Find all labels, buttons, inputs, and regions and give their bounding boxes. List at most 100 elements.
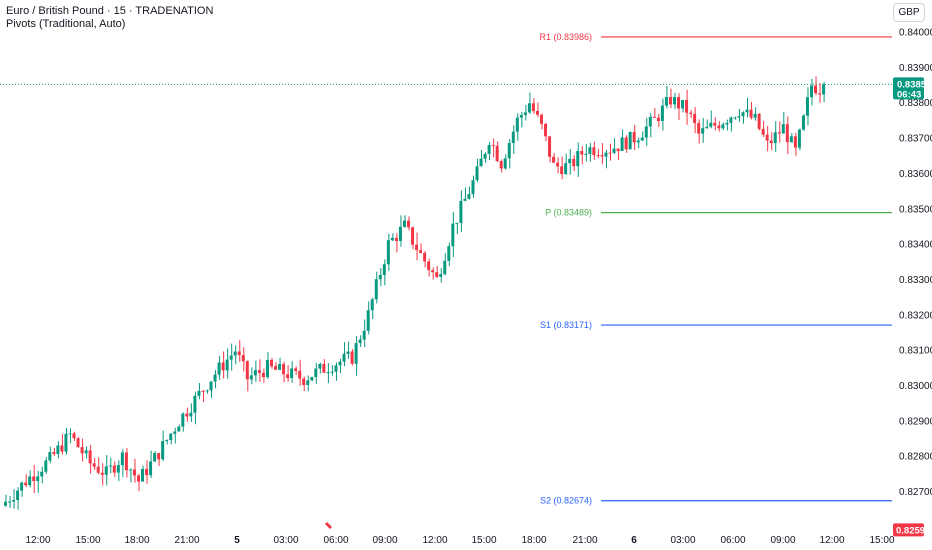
y-tick-label: 0.82700 [899, 487, 932, 498]
candle [419, 243, 423, 254]
candle [487, 141, 491, 161]
candle [282, 361, 286, 383]
candle [616, 148, 620, 161]
candle [777, 121, 781, 143]
candle [407, 216, 410, 231]
candle [677, 93, 681, 120]
indicator-legend[interactable]: Pivots (Traditional, Auto) [6, 18, 126, 30]
pivot-label-s1: S1 (0.83171) [540, 320, 592, 330]
candle [681, 99, 685, 113]
y-tick-label: 0.83700 [899, 134, 932, 145]
candle [306, 375, 310, 392]
candle [769, 132, 773, 151]
candle [793, 132, 797, 156]
low-price-value: 0.82593 [896, 525, 930, 536]
time-marker-icon [325, 522, 332, 529]
candle [32, 464, 36, 494]
candle [789, 132, 793, 143]
candle [535, 102, 539, 118]
candle [785, 116, 789, 155]
candle [713, 117, 717, 131]
candle [544, 122, 548, 142]
candle [620, 129, 624, 152]
candle [72, 431, 76, 441]
candle [4, 494, 7, 508]
candle [435, 266, 439, 279]
countdown-value: 06:43 [897, 89, 921, 100]
candle [668, 88, 672, 108]
candle [48, 446, 52, 464]
candle [572, 155, 576, 172]
candle [249, 367, 253, 385]
candle [153, 450, 157, 462]
candle [181, 412, 185, 432]
x-tick-label: 09:00 [372, 535, 397, 546]
candle [28, 470, 32, 488]
candle [322, 359, 326, 374]
x-tick-label: 03:00 [273, 535, 298, 546]
candle [326, 363, 330, 384]
candle [145, 460, 149, 484]
candle [600, 143, 604, 165]
candle [423, 250, 427, 268]
candle [818, 83, 822, 103]
candle [225, 348, 229, 379]
x-tick-label: 21:00 [572, 535, 597, 546]
currency-button[interactable]: GBP [893, 3, 925, 22]
candle [136, 473, 140, 492]
candle [245, 360, 249, 392]
candle [539, 113, 543, 130]
candle [56, 441, 60, 459]
candle [294, 366, 298, 376]
candle [471, 175, 475, 198]
candle [36, 470, 40, 493]
y-tick-label: 0.82900 [899, 416, 932, 427]
x-tick-label: 12:00 [819, 535, 844, 546]
candle [261, 368, 265, 383]
candle [382, 259, 386, 286]
x-tick-label: 03:00 [670, 535, 695, 546]
candle [499, 159, 503, 173]
x-tick-label: 12:00 [25, 535, 50, 546]
candle [612, 138, 616, 154]
candle [568, 149, 572, 175]
candle [221, 351, 225, 379]
candle [169, 432, 173, 445]
x-tick-label: 5 [234, 535, 240, 546]
candle [628, 131, 632, 150]
candle [124, 447, 128, 478]
candle [257, 359, 261, 382]
candle [64, 428, 68, 455]
x-tick-label: 6 [631, 535, 637, 546]
candle [729, 116, 733, 132]
candle [120, 449, 124, 477]
candle [814, 76, 818, 96]
candle [644, 117, 648, 147]
candle [265, 351, 269, 379]
candle [805, 87, 809, 126]
candle [652, 108, 656, 118]
candle [233, 345, 237, 365]
x-tick-label: 15:00 [75, 535, 100, 546]
candle [483, 152, 487, 163]
candle [165, 439, 169, 445]
pivot-label-p: P (0.83489) [545, 208, 592, 218]
pivot-label-s2: S2 (0.82674) [540, 496, 592, 506]
candlestick-series [4, 76, 826, 510]
candle [757, 113, 761, 131]
y-tick-label: 0.83400 [899, 240, 932, 251]
candle [302, 376, 306, 392]
candle [519, 111, 523, 128]
candle [298, 359, 302, 386]
candle [479, 149, 483, 167]
candle [596, 148, 600, 159]
candle [507, 139, 511, 169]
candle [560, 156, 564, 180]
candle [84, 446, 88, 459]
candle [431, 267, 435, 280]
y-tick-label: 0.83200 [899, 310, 932, 321]
candle [378, 268, 382, 287]
candle [765, 125, 769, 152]
